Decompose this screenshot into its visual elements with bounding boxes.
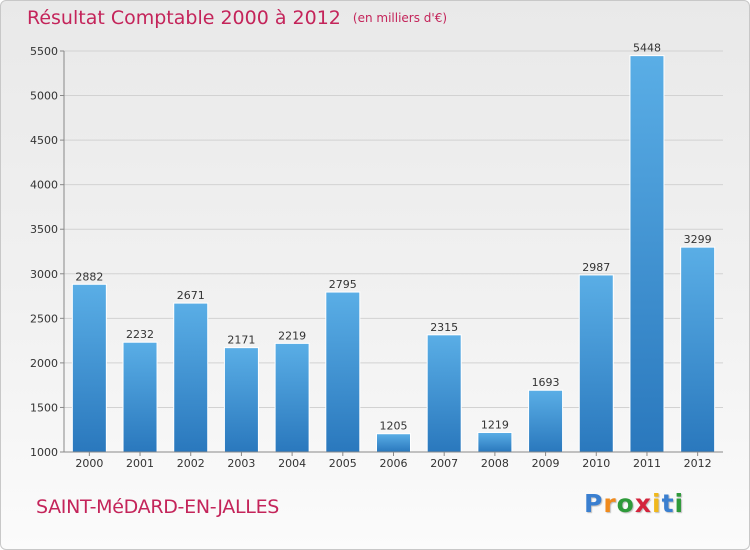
x-tick-label: 2010 — [582, 457, 610, 470]
logo-letter: r — [603, 489, 617, 518]
bar — [122, 341, 158, 453]
proxiti-logo: Proxiti — [584, 489, 684, 518]
bars: 2882 2232 2671 2171 2219 2795 1205 2315 1219 1693… — [71, 42, 716, 453]
y-tick-label: 3500 — [30, 223, 58, 236]
logo-letter: P — [584, 489, 604, 518]
data-label: 2232 — [126, 328, 154, 341]
x-tick-label: 2012 — [684, 457, 712, 470]
y-tick-label: 4500 — [30, 134, 58, 147]
bar — [680, 246, 716, 453]
x-axis: 2000 2001 2002 2003 2004 2005 2006 2007 2008 2009… — [64, 451, 723, 470]
x-tick-label: 2008 — [481, 457, 509, 470]
data-label: 2987 — [582, 261, 610, 274]
x-tick-label: 2000 — [75, 457, 103, 470]
x-tick-label: 2006 — [380, 457, 408, 470]
data-label: 1219 — [481, 418, 509, 431]
x-tick-label: 2002 — [177, 457, 205, 470]
y-tick-label: 2500 — [30, 312, 58, 325]
bar — [325, 291, 361, 453]
place-name: SAINT-MéDARD-EN-JALLES — [36, 496, 280, 518]
logo-letter: i — [674, 489, 685, 518]
data-label: 1693 — [532, 376, 560, 389]
bar — [223, 347, 259, 453]
x-tick-label: 2007 — [430, 457, 458, 470]
data-label: 3299 — [684, 233, 712, 246]
y-tick-label: 3000 — [30, 268, 58, 281]
data-label: 5448 — [633, 42, 661, 55]
data-label: 2882 — [75, 270, 103, 283]
x-tick-label: 2004 — [278, 457, 306, 470]
y-tick-label: 1500 — [30, 401, 58, 414]
chart-title-text: Résultat Comptable 2000 à 2012 — [27, 7, 341, 29]
data-label: 2171 — [227, 334, 255, 347]
data-label: 2795 — [329, 278, 357, 291]
data-label: 2219 — [278, 329, 306, 342]
logo-letter: x — [634, 489, 652, 518]
bar — [426, 334, 462, 453]
bar — [629, 55, 665, 453]
bar — [376, 433, 411, 453]
bar — [274, 342, 310, 453]
logo-letter: o — [616, 489, 635, 518]
bar — [528, 389, 564, 453]
x-tick-label: 2003 — [227, 457, 255, 470]
y-tick-label: 5000 — [30, 90, 58, 103]
bar — [71, 283, 107, 453]
x-tick-label: 2005 — [329, 457, 357, 470]
data-label: 2315 — [430, 321, 458, 334]
chart-title: Résultat Comptable 2000 à 2012 (en millie… — [27, 7, 447, 29]
data-label: 1205 — [380, 420, 408, 433]
grid-lines — [64, 50, 723, 453]
y-axis: 1000 1500 2000 2500 3000 3500 4000 4500 5000 5500 — [30, 45, 65, 459]
y-tick-label: 2000 — [30, 357, 58, 370]
chart-unit-note: (en milliers d'€) — [352, 11, 448, 25]
data-label: 2671 — [177, 289, 205, 302]
bar — [477, 431, 513, 453]
bar — [578, 274, 614, 453]
bar — [173, 302, 209, 453]
x-tick-label: 2011 — [633, 457, 661, 470]
y-tick-label: 1000 — [30, 446, 58, 459]
logo-letter: t — [661, 489, 675, 518]
y-tick-label: 5500 — [30, 45, 58, 58]
x-tick-label: 2009 — [532, 457, 560, 470]
logo-letter: i — [652, 489, 662, 518]
x-tick-label: 2001 — [126, 457, 154, 470]
y-tick-label: 4000 — [30, 179, 58, 192]
